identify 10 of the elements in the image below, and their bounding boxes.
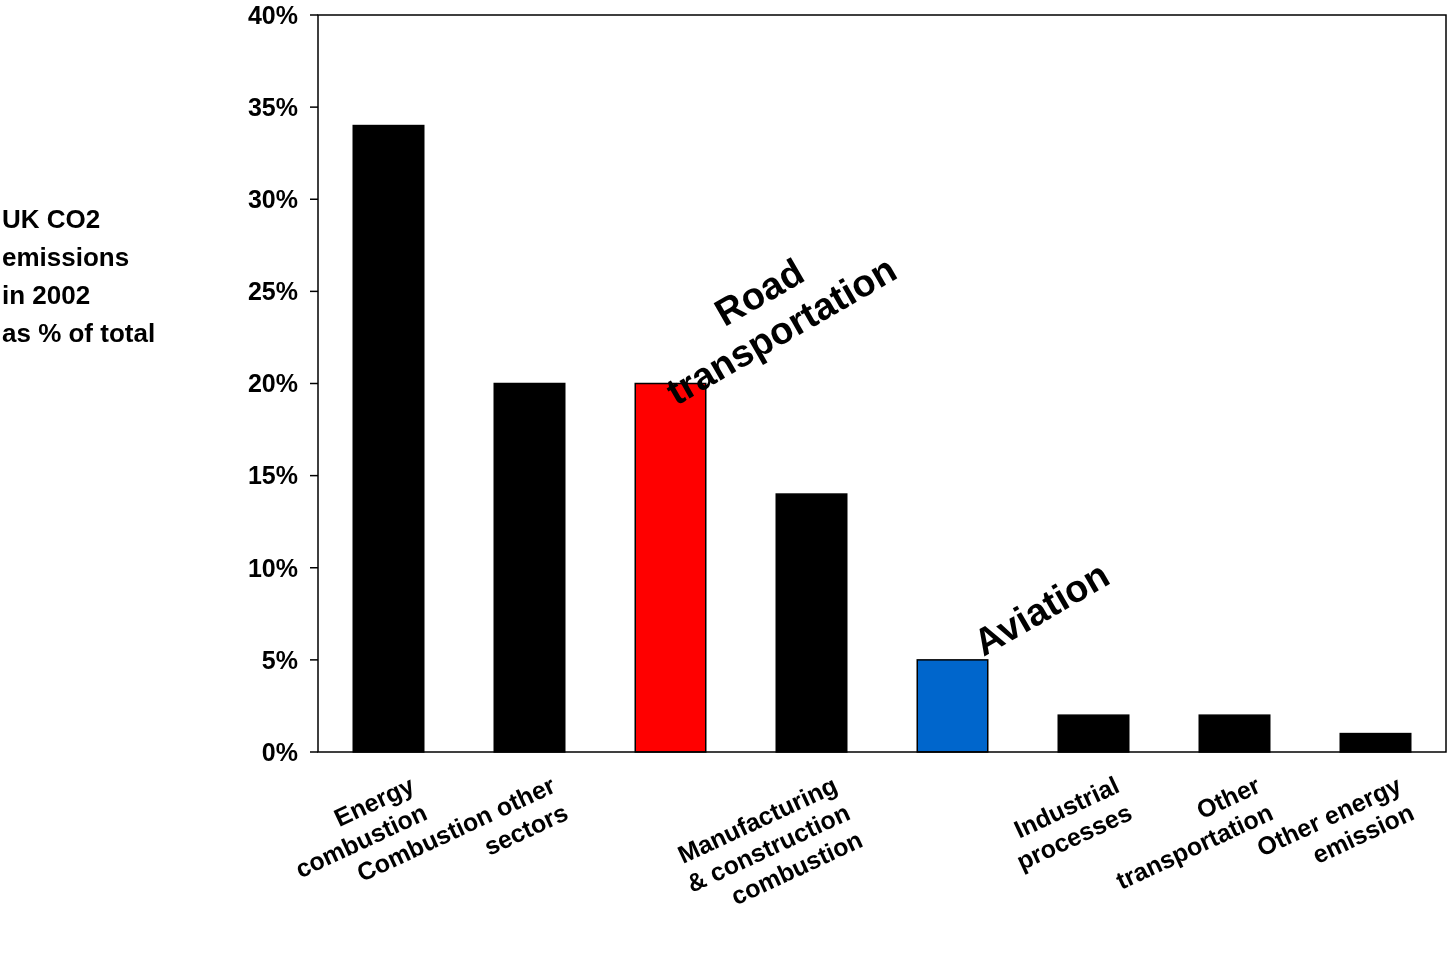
y-tick-label: 25% (247, 277, 298, 306)
y-tick-label: 15% (247, 461, 298, 490)
y-tick-label: 30% (247, 185, 298, 213)
y-tick-label: 20% (247, 369, 298, 398)
y-axis-title: UK CO2 emissions in 2002 as % of total (2, 204, 156, 348)
y-tick-label: 5% (261, 645, 298, 674)
y-tick-label: 0% (261, 737, 298, 766)
y-tick-label: 10% (247, 553, 298, 582)
y-tick-label: 35% (247, 92, 298, 121)
y-tick-label: 40% (247, 0, 298, 29)
